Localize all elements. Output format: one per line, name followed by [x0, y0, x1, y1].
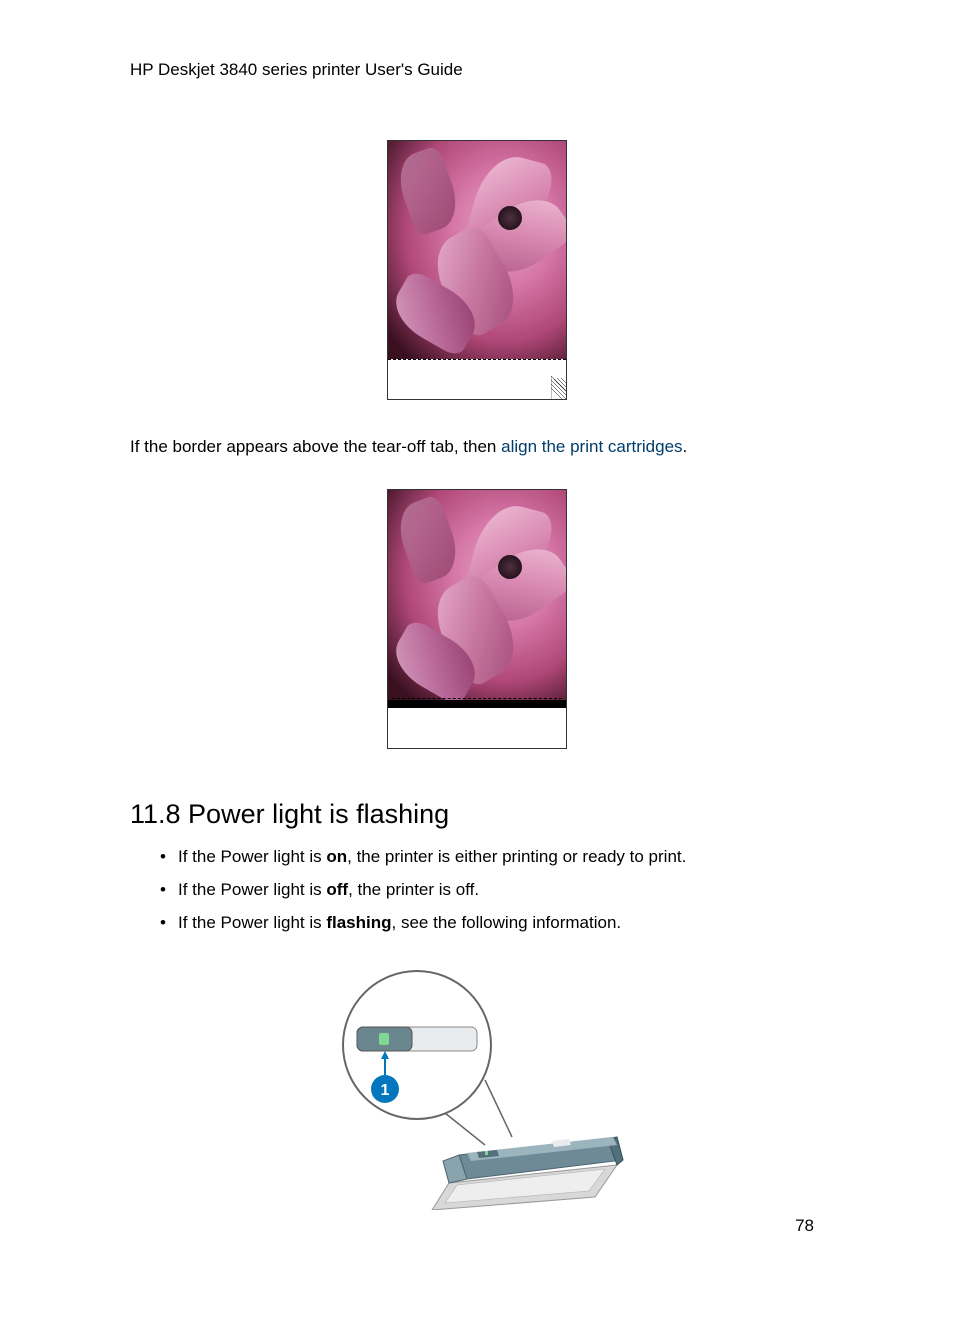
bullet-text: , the printer is off. [348, 880, 479, 899]
flower-image-with-corner-tearoff [130, 140, 824, 405]
paragraph-text-suffix: . [683, 437, 688, 456]
bullet-text: , see the following information. [392, 913, 622, 932]
section-heading: 11.8 Power light is flashing [130, 799, 824, 830]
flower-image-with-straight-tearoff [130, 489, 824, 754]
bullet-bold: flashing [326, 913, 391, 932]
callout-number: 1 [381, 1082, 390, 1099]
bullet-text: If the Power light is [178, 847, 326, 866]
bullet-bold: off [326, 880, 348, 899]
list-item: If the Power light is off, the printer i… [160, 879, 824, 902]
align-cartridges-link[interactable]: align the print cartridges [501, 437, 682, 456]
list-item: If the Power light is flashing, see the … [160, 912, 824, 935]
page-number: 78 [795, 1216, 814, 1236]
bullet-text: If the Power light is [178, 880, 326, 899]
bullet-text: , the printer is either printing or read… [347, 847, 686, 866]
document-header: HP Deskjet 3840 series printer User's Gu… [130, 60, 824, 80]
power-light-bullet-list: If the Power light is on, the printer is… [130, 846, 824, 935]
tearoff-instruction-paragraph: If the border appears above the tear-off… [130, 435, 824, 459]
list-item: If the Power light is on, the printer is… [160, 846, 824, 869]
bullet-bold: on [326, 847, 347, 866]
bullet-text: If the Power light is [178, 913, 326, 932]
paragraph-text-prefix: If the border appears above the tear-off… [130, 437, 501, 456]
printer-diagram: 1 [130, 965, 824, 1215]
printer-power-light-illustration: 1 [317, 965, 637, 1210]
